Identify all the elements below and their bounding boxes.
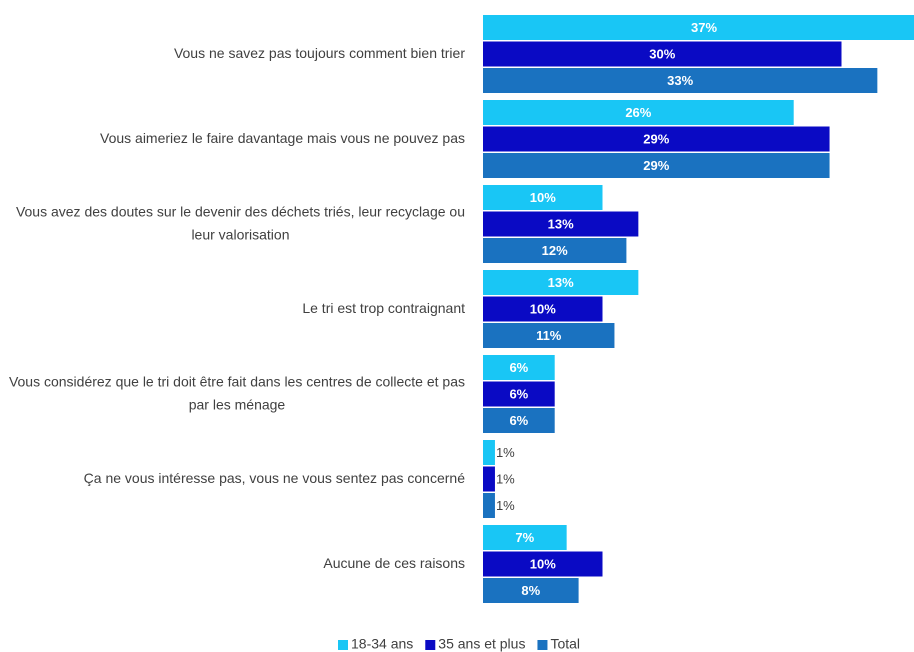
value-label: 13% (548, 275, 574, 290)
bar (483, 41, 842, 67)
value-label: 26% (625, 105, 651, 120)
category-label: Vous considérez que le tri doit être fai… (9, 373, 465, 412)
value-label: 33% (667, 73, 693, 88)
value-label: 37% (691, 20, 717, 35)
bar (483, 493, 495, 518)
bar (483, 440, 495, 465)
category-label: Vous ne savez pas toujours comment bien … (174, 45, 465, 61)
category-label: Vous avez des doutes sur le devenir des … (16, 203, 465, 242)
legend-swatch (338, 640, 348, 650)
value-label: 10% (530, 301, 556, 316)
value-label: 29% (643, 131, 669, 146)
bar (483, 525, 567, 550)
value-label: 11% (536, 328, 562, 343)
bar (483, 270, 639, 295)
bar (483, 578, 579, 603)
bar (483, 355, 555, 380)
bar (483, 68, 878, 93)
legend-swatch (537, 640, 548, 650)
value-label: 6% (509, 360, 528, 375)
value-label: 30% (649, 46, 675, 61)
bar (483, 100, 794, 125)
legend-swatch (425, 640, 436, 650)
bar (483, 323, 615, 348)
value-label: 1% (496, 498, 515, 513)
value-label: 7% (515, 530, 534, 545)
category-label: Ça ne vous intéresse pas, vous ne vous s… (84, 470, 466, 486)
bar (483, 211, 639, 237)
bar (483, 238, 627, 263)
legend-label: Total (550, 636, 580, 652)
value-label: 6% (509, 413, 528, 428)
bar (483, 153, 830, 178)
legend-label: 35 ans et plus (438, 636, 525, 652)
bar (483, 15, 914, 40)
bar (483, 126, 830, 152)
bar (483, 381, 555, 407)
bar (483, 408, 555, 433)
bar (483, 466, 495, 492)
value-label: 29% (643, 158, 669, 173)
value-label: 12% (542, 243, 568, 258)
bar (483, 296, 603, 322)
category-label: Le tri est trop contraignant (302, 300, 465, 316)
legend-label: 18-34 ans (351, 636, 413, 652)
category-label: Vous aimeriez le faire davantage mais vo… (100, 130, 465, 146)
value-label: 13% (548, 216, 574, 231)
value-label: 6% (509, 386, 528, 401)
bar (483, 551, 603, 577)
value-label: 10% (530, 556, 556, 571)
value-label: 10% (530, 190, 556, 205)
bar (483, 185, 603, 210)
value-label: 1% (496, 445, 515, 460)
value-label: 8% (521, 583, 540, 598)
value-label: 1% (496, 471, 515, 486)
category-label: Aucune de ces raisons (323, 555, 465, 571)
